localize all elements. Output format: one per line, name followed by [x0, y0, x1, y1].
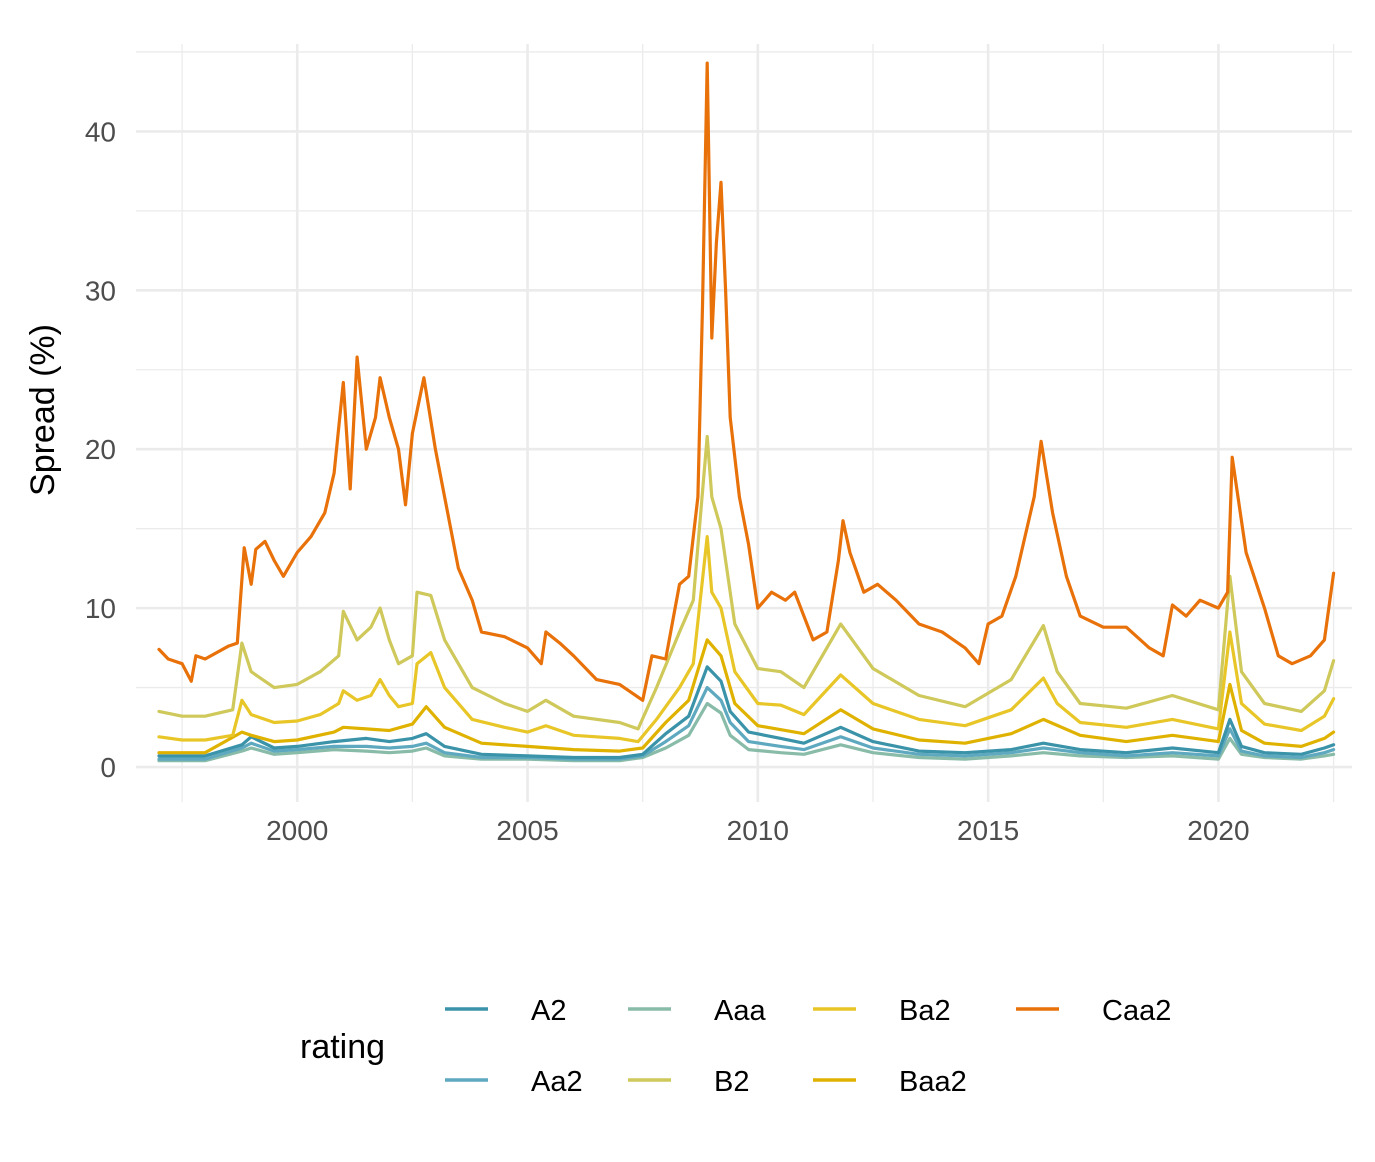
- y-tick-label: 30: [85, 275, 116, 306]
- legend-label-ba2: Ba2: [899, 995, 951, 1027]
- y-tick-label: 20: [85, 434, 116, 465]
- series-line-caa2: [157, 61, 1336, 702]
- legend-title: rating: [300, 1028, 385, 1066]
- x-tick-label: 2020: [1187, 815, 1249, 846]
- x-axis-tick-labels: 2000 2005 2010 2015 2020: [266, 815, 1250, 846]
- y-tick-label: 40: [85, 116, 116, 147]
- legend-label-a2: A2: [531, 995, 566, 1027]
- series-line-ba2: [157, 535, 1336, 744]
- y-axis-tick-labels: 0 10 20 30 40: [85, 116, 116, 783]
- y-axis-title: Spread (%): [24, 324, 62, 496]
- legend-label-caa2: Caa2: [1102, 995, 1171, 1027]
- series-lines: [157, 61, 1336, 763]
- x-tick-label: 2005: [496, 815, 558, 846]
- series-line-aa2: [157, 686, 1336, 761]
- series-line-baa2: [157, 638, 1336, 755]
- y-tick-label: 0: [100, 752, 116, 783]
- legend-label-aaa: Aaa: [714, 995, 766, 1027]
- legend-label-aa2: Aa2: [531, 1066, 583, 1098]
- grid-lines: [136, 44, 1352, 802]
- legend-label-baa2: Baa2: [899, 1066, 967, 1098]
- legend: rating A2 Aa2 Aaa B2 Ba2 Baa2 Caa2: [300, 995, 1171, 1098]
- x-tick-label: 2000: [266, 815, 328, 846]
- series-line-aaa: [157, 701, 1336, 763]
- series-line-b2: [157, 434, 1336, 731]
- series-line-a2: [157, 665, 1336, 760]
- x-tick-label: 2015: [957, 815, 1019, 846]
- y-tick-label: 10: [85, 593, 116, 624]
- legend-label-b2: B2: [714, 1066, 749, 1098]
- x-tick-label: 2010: [727, 815, 789, 846]
